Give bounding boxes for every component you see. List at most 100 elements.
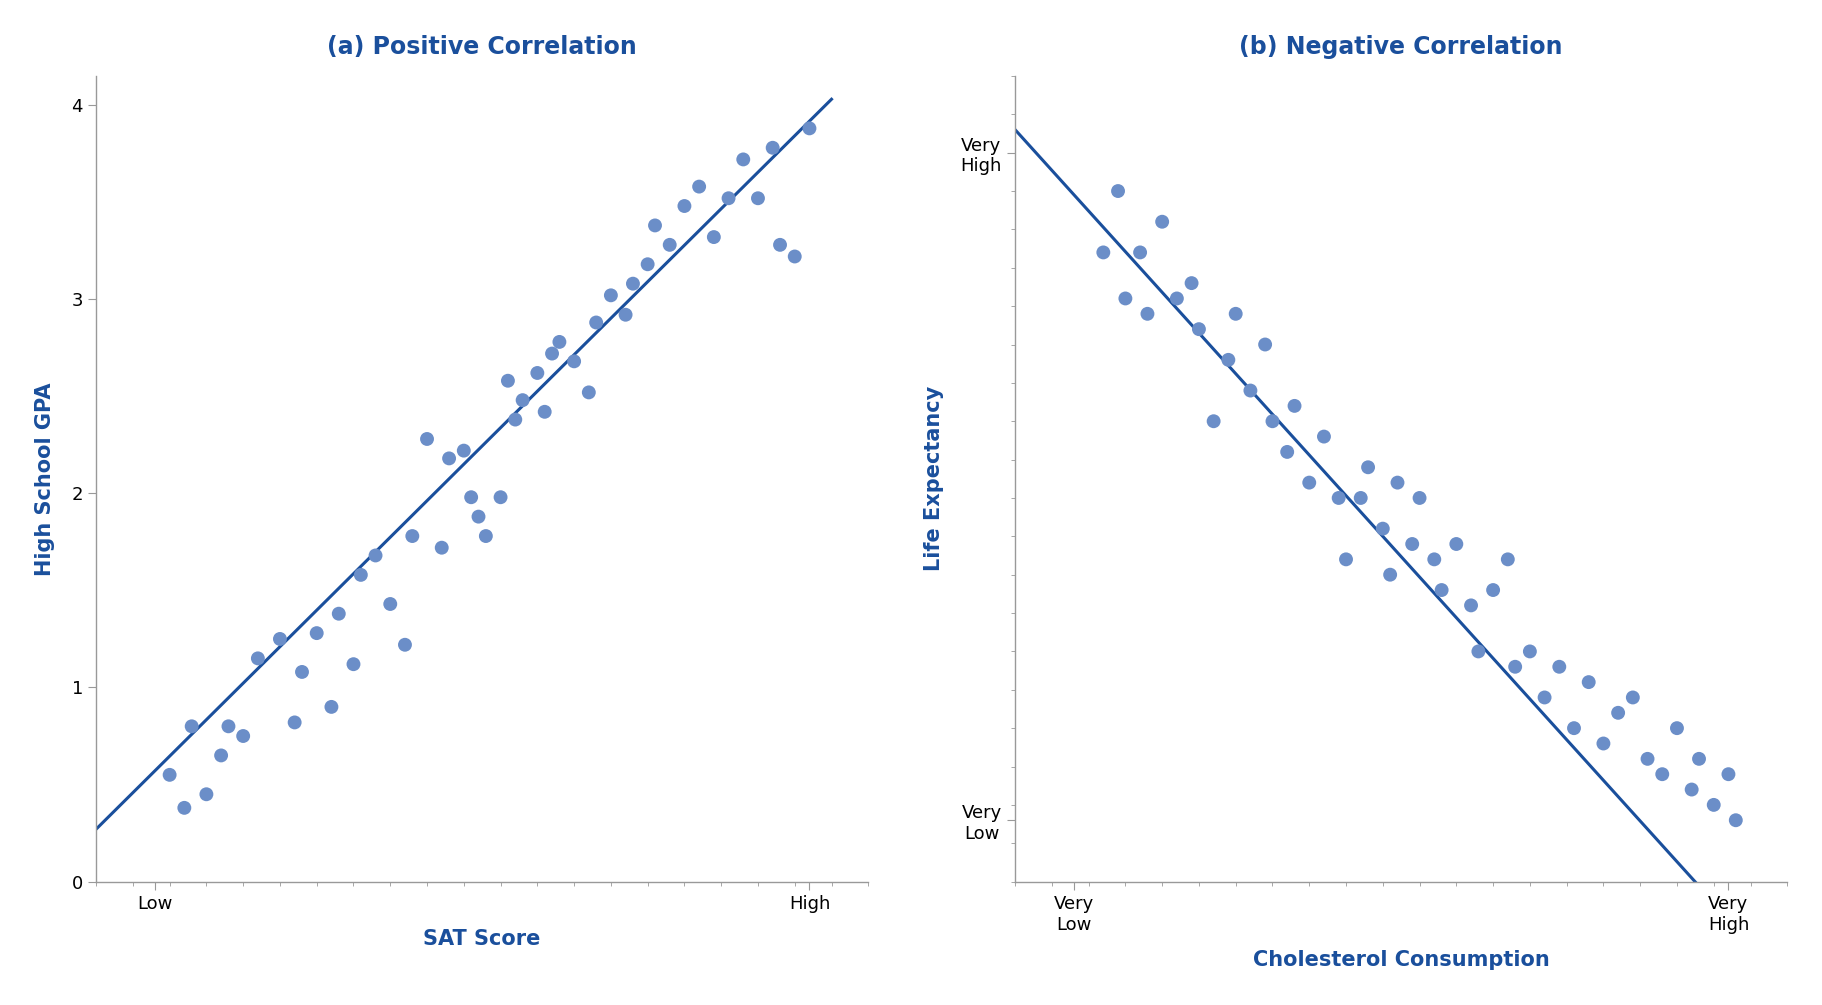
Point	[457, 489, 486, 506]
Point	[155, 767, 184, 783]
Point	[426, 540, 456, 556]
Point	[1250, 337, 1279, 353]
Point	[1184, 322, 1213, 338]
Point	[1463, 643, 1492, 659]
Y-axis label: Life Expectancy: Life Expectancy	[924, 386, 944, 572]
Point	[581, 315, 610, 331]
Point	[390, 637, 419, 653]
Point	[206, 748, 235, 764]
Point	[375, 596, 404, 612]
Point	[213, 719, 242, 735]
Point	[1295, 474, 1325, 490]
Point	[656, 237, 685, 253]
Point	[1405, 489, 1434, 506]
Point	[191, 786, 220, 802]
Point	[1354, 459, 1383, 475]
Point	[1478, 582, 1507, 598]
Point	[494, 373, 523, 389]
Point	[523, 365, 552, 381]
Point	[346, 567, 375, 583]
Point	[397, 528, 426, 544]
Point	[1310, 428, 1339, 444]
Point	[281, 715, 310, 731]
Point	[1618, 689, 1647, 706]
Point	[1662, 721, 1691, 737]
Point	[780, 248, 809, 264]
Point	[317, 698, 346, 715]
Point	[1257, 413, 1286, 429]
Point	[465, 509, 494, 525]
Point	[1346, 489, 1376, 506]
Point	[412, 431, 441, 447]
Point	[765, 237, 794, 253]
Point	[1574, 674, 1603, 690]
Point	[1272, 444, 1301, 460]
Point	[1494, 552, 1523, 568]
Point	[685, 179, 714, 195]
Point	[472, 528, 501, 544]
Point	[434, 450, 463, 466]
Point	[1419, 552, 1448, 568]
Point	[244, 650, 273, 666]
Point	[794, 121, 824, 137]
Point	[1221, 306, 1250, 322]
Point	[1633, 751, 1662, 767]
Point	[1647, 766, 1676, 782]
Point	[361, 548, 390, 564]
Point	[1560, 721, 1589, 737]
Point	[1177, 275, 1206, 291]
Title: (b) Negative Correlation: (b) Negative Correlation	[1239, 35, 1563, 58]
Point	[1235, 383, 1264, 399]
Point	[1530, 689, 1560, 706]
Point	[1715, 766, 1744, 782]
Point	[1090, 244, 1119, 260]
Point	[1148, 214, 1177, 230]
Point	[288, 664, 317, 680]
Point	[1700, 797, 1729, 813]
Point	[1589, 736, 1618, 752]
Point	[169, 800, 199, 816]
Point	[729, 152, 758, 168]
Point	[1685, 751, 1715, 767]
Point	[1104, 183, 1133, 199]
Point	[177, 719, 206, 735]
Point	[302, 625, 332, 641]
Point	[596, 287, 625, 304]
Point	[1199, 413, 1228, 429]
Point	[610, 307, 640, 323]
Point	[1162, 290, 1192, 307]
Y-axis label: High School GPA: High School GPA	[35, 382, 55, 576]
Point	[1133, 306, 1162, 322]
Point	[758, 140, 787, 156]
Point	[266, 631, 295, 647]
X-axis label: Cholesterol Consumption: Cholesterol Consumption	[1254, 951, 1549, 970]
Point	[641, 217, 670, 233]
Point	[632, 256, 661, 272]
Point	[670, 198, 700, 214]
Point	[450, 442, 479, 458]
Point	[1332, 552, 1361, 568]
Point	[714, 190, 743, 206]
Point	[1441, 536, 1470, 552]
Point	[1676, 782, 1705, 798]
X-axis label: SAT Score: SAT Score	[423, 930, 541, 950]
Point	[1501, 658, 1530, 674]
Point	[574, 384, 603, 400]
Title: (a) Positive Correlation: (a) Positive Correlation	[328, 35, 638, 58]
Point	[486, 489, 516, 506]
Point	[545, 334, 574, 350]
Point	[700, 229, 729, 245]
Point	[1722, 812, 1751, 828]
Point	[530, 404, 559, 420]
Point	[1603, 705, 1633, 721]
Point	[1281, 398, 1310, 414]
Point	[228, 728, 257, 744]
Point	[1516, 643, 1545, 659]
Point	[324, 606, 353, 622]
Point	[1376, 567, 1405, 583]
Point	[1456, 597, 1485, 613]
Point	[743, 190, 773, 206]
Point	[1213, 352, 1243, 368]
Point	[1126, 244, 1155, 260]
Point	[537, 346, 567, 362]
